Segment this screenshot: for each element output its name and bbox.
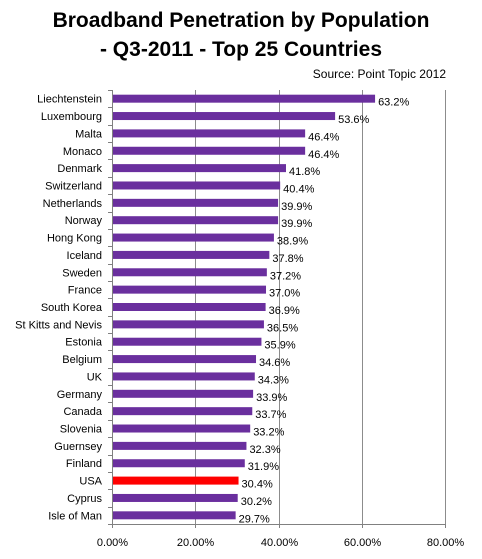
category-label: Belgium: [62, 354, 102, 366]
value-label: 33.2%: [253, 427, 284, 439]
chart-title-line-1: Broadband Penetration by Population: [52, 9, 430, 32]
category-label: Slovenia: [60, 424, 103, 436]
value-label: 37.0%: [269, 288, 300, 300]
value-label: 38.9%: [277, 236, 308, 248]
bar: [113, 355, 257, 364]
category-label: Isle of Man: [48, 510, 102, 522]
bar: [113, 164, 286, 173]
category-label: Finland: [66, 458, 102, 470]
x-tick-label: 0.00%: [97, 537, 128, 549]
bar: [113, 389, 254, 398]
value-label: 30.4%: [242, 479, 273, 491]
category-label: Switzerland: [45, 180, 102, 192]
value-label: 33.7%: [255, 409, 286, 421]
chart-title: Broadband Penetration by Population - Q3…: [0, 6, 482, 64]
bar: [113, 424, 251, 433]
value-label: 39.9%: [281, 201, 312, 213]
value-label: 33.9%: [256, 392, 287, 404]
value-label: 46.4%: [308, 131, 339, 143]
bar: [113, 303, 266, 311]
value-label: 37.8%: [272, 253, 303, 265]
value-label: 63.2%: [378, 97, 409, 109]
bar: [113, 476, 239, 485]
value-label: 53.6%: [338, 114, 369, 126]
bar: [113, 337, 262, 346]
category-label: Sweden: [62, 267, 102, 279]
category-label: South Korea: [41, 302, 103, 314]
bar: [113, 268, 267, 277]
value-label: 36.5%: [267, 322, 298, 334]
value-label: 32.3%: [249, 444, 280, 456]
category-label: Canada: [63, 406, 102, 418]
bar: [113, 198, 279, 207]
category-label: Estonia: [65, 337, 103, 349]
value-label: 40.4%: [283, 183, 314, 195]
bar: [113, 216, 279, 225]
category-label: Germany: [57, 389, 103, 401]
category-label: Netherlands: [43, 198, 103, 210]
bar: [113, 181, 281, 190]
bar: [113, 146, 306, 155]
bar: [113, 372, 255, 381]
category-label: Cyprus: [67, 493, 102, 505]
value-label: 36.9%: [269, 305, 300, 317]
category-label: Denmark: [57, 163, 102, 175]
bar: [113, 285, 267, 294]
bar: [113, 94, 376, 103]
value-label: 29.7%: [239, 513, 270, 525]
bar: [113, 407, 253, 416]
bar: [113, 441, 247, 450]
category-label: Monaco: [63, 146, 102, 158]
category-label: St Kitts and Nevis: [15, 319, 102, 331]
value-label: 30.2%: [241, 496, 272, 508]
bar: [113, 493, 238, 502]
category-label: Iceland: [67, 250, 102, 262]
chart-source: Source: Point Topic 2012: [312, 67, 446, 81]
value-label: 34.6%: [259, 357, 290, 369]
bar: [113, 233, 274, 242]
category-label: UK: [87, 371, 103, 383]
bar: [113, 320, 264, 329]
category-label: Luxembourg: [41, 111, 102, 123]
category-label: Liechtenstein: [37, 94, 102, 106]
x-tick-label: 20.00%: [177, 537, 215, 549]
value-label: 34.3%: [258, 374, 289, 386]
value-label: 41.8%: [289, 166, 320, 178]
chart-title-line-2: - Q3-2011 - Top 25 Countries: [99, 38, 382, 61]
x-tick-label: 60.00%: [344, 537, 382, 549]
x-tick-label: 40.00%: [261, 537, 299, 549]
bar: [113, 129, 306, 138]
value-label: 46.4%: [308, 149, 339, 161]
x-tick-label: 80.00%: [427, 537, 465, 549]
category-label: Malta: [75, 128, 103, 140]
bar: [113, 112, 336, 121]
bar: [113, 459, 245, 468]
category-label: USA: [79, 476, 102, 488]
value-label: 31.9%: [248, 461, 279, 473]
bar: [113, 250, 270, 259]
value-label: 35.9%: [264, 340, 295, 352]
value-label: 37.2%: [270, 270, 301, 282]
bar: [113, 511, 236, 520]
category-label: Hong Kong: [47, 233, 102, 245]
value-label: 39.9%: [281, 218, 312, 230]
category-label: Guernsey: [54, 441, 102, 453]
category-label: France: [68, 285, 102, 297]
category-label: Norway: [65, 215, 103, 227]
